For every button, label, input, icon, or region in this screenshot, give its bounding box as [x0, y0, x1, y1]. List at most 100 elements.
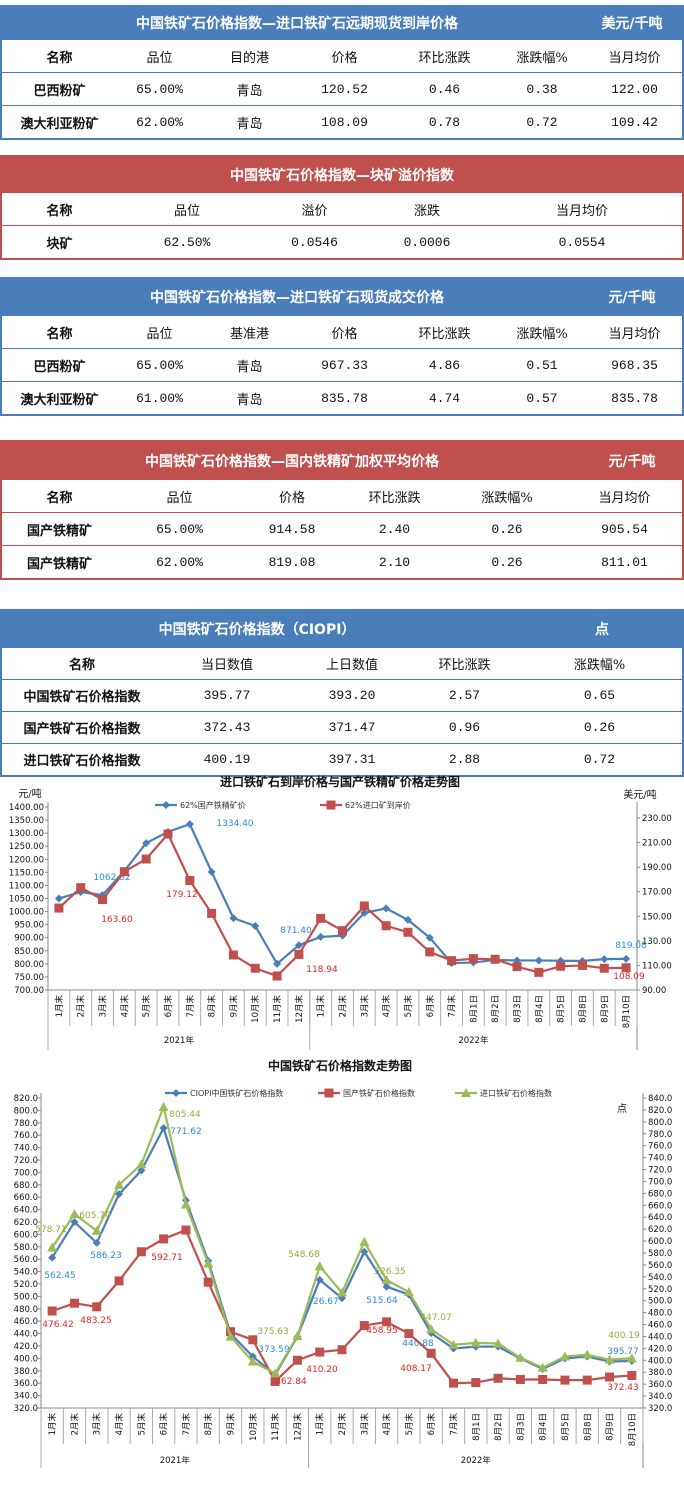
- triangle-marker: [604, 1354, 615, 1364]
- data-label: 871.40: [280, 926, 312, 936]
- triangle-marker: [515, 1352, 526, 1362]
- table-cell: 372.43: [203, 720, 251, 735]
- diamond-marker: [142, 839, 151, 848]
- data-label: 592.71: [151, 1253, 183, 1263]
- chart-title: 进口铁矿石到岸价格与国产铁精矿价格走势图: [220, 775, 460, 789]
- category-label: 8月3日: [513, 995, 523, 1023]
- triangle-marker: [461, 1088, 471, 1097]
- square-marker: [621, 963, 631, 973]
- triangle-marker: [470, 1337, 481, 1347]
- category-label: 11月末: [270, 1413, 281, 1441]
- table-cell: 0.96: [448, 720, 481, 735]
- category-label: 8月5日: [561, 1413, 571, 1441]
- table-cell: 61.00%: [136, 390, 183, 406]
- diamond-marker: [425, 933, 434, 942]
- column-header: 环比涨跌: [438, 658, 491, 673]
- y2-tick-label: 210.00: [642, 839, 672, 849]
- y2-tick-label: 340.0: [648, 1392, 672, 1402]
- y-tick-label: 780.0: [14, 1119, 38, 1129]
- square-marker: [582, 1375, 592, 1385]
- y2-tick-label: 170.00: [642, 888, 672, 898]
- table-column-headers: 名称 品位 溢价 涨跌 当月均价: [2, 192, 682, 225]
- data-label: 819.08: [615, 941, 647, 951]
- y2-tick-label: 440.0: [648, 1332, 672, 1342]
- data-label: 476.42: [42, 1320, 74, 1330]
- table-row: 国产铁精矿 65.00% 914.58 2.40 0.26 905.54: [2, 512, 682, 545]
- column-header: 环比涨跌: [418, 326, 471, 342]
- y2-tick-label: 620.0: [648, 1225, 672, 1235]
- table-row: 澳大利亚粉矿 62.00% 青岛 108.09 0.78 0.72 109.42: [2, 105, 682, 138]
- y2-tick-label: 130.00: [642, 937, 672, 947]
- group-label: 2022年: [461, 1455, 492, 1466]
- table-cell: 62.50%: [163, 234, 211, 250]
- y2-tick-label: 840.0: [648, 1094, 672, 1104]
- table-cell: 0.38: [526, 81, 558, 97]
- diamond-marker: [622, 954, 631, 963]
- table-cell: 120.52: [321, 81, 368, 97]
- table-title: 中国铁矿石价格指数—进口铁矿石现货成交价格: [150, 290, 444, 306]
- y-tick-label: 500.0: [14, 1292, 38, 1302]
- category-label: 12月末: [294, 995, 305, 1023]
- column-header: 名称: [46, 490, 73, 506]
- table-cell: 968.35: [611, 357, 658, 373]
- y-tick-label: 480.0: [14, 1305, 38, 1315]
- diamond-marker: [382, 904, 391, 913]
- data-label: 408.17: [400, 1364, 432, 1374]
- square-marker: [471, 1378, 481, 1388]
- category-label: 9月末: [228, 995, 239, 1018]
- table-row: 国产铁精矿 62.00% 819.08 2.10 0.26 811.01: [2, 545, 682, 578]
- y2-tick-label: 700.0: [648, 1177, 672, 1187]
- chart-title: 中国铁矿石价格指数走势图: [268, 1058, 412, 1073]
- table-unit: 点: [595, 622, 609, 638]
- category-label: 5月末: [141, 995, 152, 1018]
- y2-tick-label: 720.0: [648, 1166, 672, 1176]
- category-label: 7月末: [447, 995, 458, 1018]
- table-cell: 108.09: [321, 114, 368, 130]
- diamond-marker: [600, 955, 609, 964]
- y-tick-label: 950.00: [14, 921, 44, 931]
- square-marker: [326, 800, 336, 810]
- table-header: 中国铁矿石价格指数—进口铁矿石现货成交价格 元/千吨: [2, 279, 682, 315]
- square-marker: [577, 960, 587, 970]
- y2-tick-label: 600.0: [648, 1237, 672, 1247]
- square-marker: [448, 1378, 458, 1388]
- column-header: 涨跌幅%: [481, 490, 533, 506]
- column-header: 名称: [46, 326, 73, 342]
- table-cell: 811.01: [601, 554, 648, 570]
- square-marker: [605, 1372, 615, 1382]
- y2-tick-label: 540.0: [648, 1273, 672, 1283]
- table-column-headers: 名称 品位 基准港 价格 环比涨跌 涨跌幅% 当月均价: [2, 315, 682, 348]
- table-cell: 819.08: [268, 554, 316, 570]
- category-label: 8月9日: [600, 995, 610, 1023]
- legend-label: 62%国产铁精矿价: [180, 800, 246, 810]
- table-cell: 2.57: [448, 688, 481, 703]
- category-label: 8月末: [207, 995, 218, 1018]
- data-label: 805.44: [169, 1110, 201, 1120]
- y2-axis-label: 点: [617, 1103, 627, 1115]
- category-label: 1月末: [315, 1413, 326, 1436]
- category-label: 9月末: [226, 1413, 237, 1436]
- table-cell: 2.88: [448, 752, 481, 767]
- y2-tick-label: 520.0: [648, 1285, 672, 1295]
- category-label: 8月末: [203, 1413, 214, 1436]
- y2-tick-label: 760.0: [648, 1142, 672, 1152]
- column-header: 名称: [46, 50, 73, 66]
- row-name: 澳大利亚粉矿: [20, 116, 99, 132]
- square-marker: [272, 971, 282, 981]
- diamond-marker: [534, 956, 543, 965]
- data-label: 526.67: [307, 1297, 339, 1307]
- row-name: 巴西粉矿: [33, 359, 86, 375]
- group-label: 2021年: [164, 1035, 195, 1046]
- square-marker: [76, 883, 86, 893]
- table-unit: 元/千吨: [608, 453, 656, 470]
- diamond-marker: [403, 915, 412, 924]
- y-tick-label: 400.0: [14, 1354, 38, 1364]
- column-header: 品位: [173, 203, 200, 219]
- y2-tick-label: 500.0: [648, 1297, 672, 1307]
- table-header: 中国铁矿石价格指数（CIOPI） 点: [2, 611, 682, 647]
- square-marker: [54, 903, 64, 913]
- square-marker: [292, 1355, 302, 1365]
- y2-tick-label: 380.0: [648, 1368, 672, 1378]
- square-marker: [207, 908, 217, 918]
- y2-tick-label: 460.0: [648, 1321, 672, 1331]
